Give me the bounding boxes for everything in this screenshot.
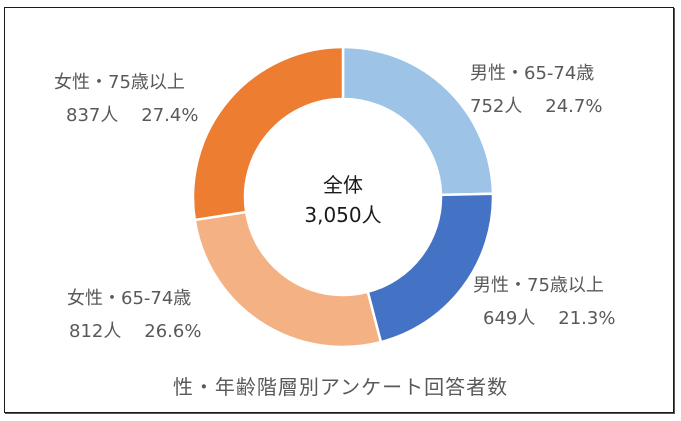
center-label-total: 3,050人 (304, 203, 382, 227)
donut-slice-3 (193, 210, 383, 349)
center-label: 全体 3,050人 (283, 170, 403, 230)
data-label-male-65-74: 男性・65-74歳 752人 24.7% (470, 63, 602, 118)
label-percent: 21.3% (558, 308, 616, 329)
data-label-female-75-plus: 女性・75歳以上 837人 27.4% (54, 72, 198, 127)
data-label-female-65-74: 女性・65-74歳 812人 26.6% (67, 288, 201, 343)
donut-slices (191, 45, 495, 349)
label-count: 752人 (470, 96, 523, 117)
label-percent: 24.7% (545, 96, 603, 117)
center-label-title: 全体 (323, 173, 363, 197)
donut-slice-4 (191, 45, 345, 222)
label-percent: 27.4% (141, 105, 199, 126)
label-category: 男性・65-74歳 (470, 63, 595, 84)
label-count: 837人 (66, 105, 119, 126)
chart-title: 性・年齢階層別アンケート回答者数 (172, 375, 509, 399)
label-category: 女性・75歳以上 (54, 72, 185, 93)
label-category: 男性・75歳以上 (473, 275, 604, 296)
label-count: 649人 (483, 308, 536, 329)
label-percent: 26.6% (144, 321, 202, 342)
label-count: 812人 (69, 321, 122, 342)
data-label-male-75-plus: 男性・75歳以上 649人 21.3% (473, 275, 615, 330)
label-category: 女性・65-74歳 (67, 288, 192, 309)
